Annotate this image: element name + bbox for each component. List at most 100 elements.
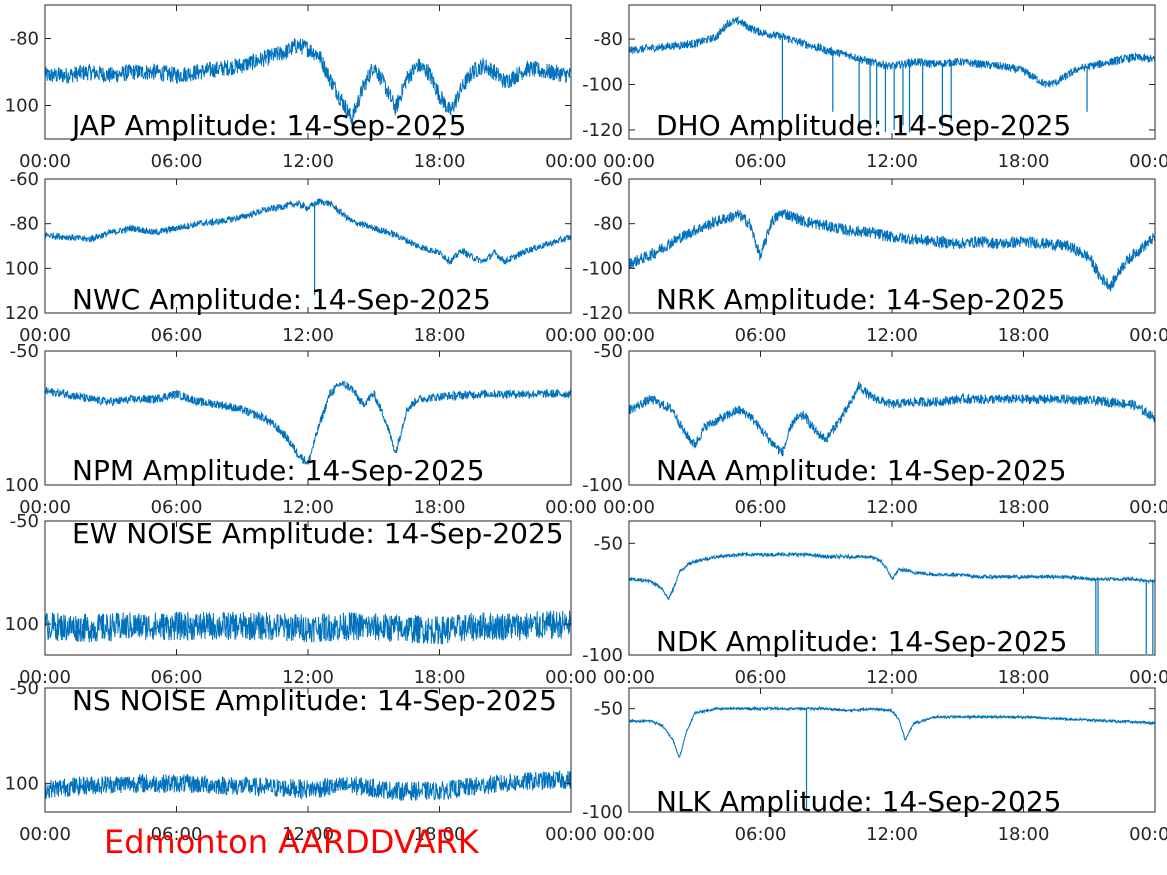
- x-tick-label: 00:00: [19, 325, 71, 346]
- panel-title: NS NOISE Amplitude: 14-Sep-2025: [72, 684, 557, 717]
- panel-title: NAA Amplitude: 14-Sep-2025: [656, 454, 1067, 487]
- x-tick-label: 00:00: [1129, 824, 1167, 845]
- trace-line: [628, 705, 1156, 758]
- panel-6: -50 100 00:00 06:00 12:00 18:00 00:00 EW NOISE …: [5, 511, 597, 688]
- x-tick-label: 06:00: [735, 325, 787, 346]
- x-tick-label: 00:00: [603, 151, 655, 172]
- trace-line: [44, 381, 572, 466]
- panel-title: NRK Amplitude: 14-Sep-2025: [656, 283, 1065, 316]
- y-tick-label: 100: [5, 475, 39, 496]
- x-tick-label: 00:00: [1129, 325, 1167, 346]
- y-tick-label: -100: [582, 74, 623, 95]
- y-tick-label: -50: [594, 533, 623, 554]
- x-tick-label: 06:00: [151, 151, 203, 172]
- y-tick-label: -100: [582, 802, 623, 823]
- trace-line: [628, 209, 1156, 292]
- x-tick-label: 06:00: [151, 325, 203, 346]
- x-tick-label: 12:00: [866, 667, 918, 688]
- x-tick-label: 00:00: [19, 824, 71, 845]
- x-tick-label: 00:00: [1129, 151, 1167, 172]
- x-tick-label: 00:00: [19, 497, 71, 518]
- trace-line: [44, 37, 572, 126]
- x-tick-label: 06:00: [735, 151, 787, 172]
- trace-line: [44, 770, 572, 802]
- y-tick-label: -50: [594, 699, 623, 720]
- x-tick-label: 06:00: [735, 824, 787, 845]
- x-tick-label: 06:00: [151, 667, 203, 688]
- x-tick-label: 00:00: [603, 824, 655, 845]
- x-tick-label: 18:00: [998, 667, 1050, 688]
- panel-0: -80 100 00:00 06:00 12:00 18:00 00:00 JAP Ampli…: [5, 4, 597, 172]
- x-tick-label: 12:00: [282, 667, 334, 688]
- x-tick-label: 00:00: [19, 667, 71, 688]
- y-tick-label: -100: [582, 645, 623, 666]
- trace-line: [628, 550, 1156, 601]
- x-tick-label: 06:00: [735, 667, 787, 688]
- y-tick-label: -50: [10, 678, 39, 699]
- x-tick-label: 18:00: [414, 824, 466, 845]
- x-tick-label: 00:00: [1129, 667, 1167, 688]
- x-tick-label: 18:00: [414, 325, 466, 346]
- y-tick-label: 120: [5, 303, 39, 324]
- y-tick-label: -80: [594, 29, 623, 50]
- x-tick-label: 00:00: [545, 824, 597, 845]
- x-tick-label: 00:00: [19, 151, 71, 172]
- station-label: Edmonton AARDDVARK: [104, 823, 480, 861]
- panel-3: -60-80-100-12000:0006:0012:0018:0000:00N…: [582, 169, 1167, 346]
- panel-title: NPM Amplitude: 14-Sep-2025: [72, 454, 485, 487]
- y-tick-label: -60: [594, 169, 623, 190]
- panel-title: DHO Amplitude: 14-Sep-2025: [656, 109, 1071, 142]
- x-tick-label: 18:00: [414, 667, 466, 688]
- y-tick-label: -80: [594, 214, 623, 235]
- y-tick-label: 100: [5, 258, 39, 279]
- x-tick-label: 18:00: [414, 151, 466, 172]
- x-tick-label: 00:00: [603, 667, 655, 688]
- panel-title: NDK Amplitude: 14-Sep-2025: [656, 625, 1067, 658]
- y-tick-label: -50: [10, 341, 39, 362]
- x-tick-label: 00:00: [545, 325, 597, 346]
- x-tick-label: 06:00: [151, 824, 203, 845]
- x-tick-label: 12:00: [866, 325, 918, 346]
- panel-title: JAP Amplitude: 14-Sep-2025: [70, 109, 466, 142]
- y-tick-label: -80: [10, 214, 39, 235]
- y-tick-label: -80: [10, 29, 39, 50]
- panel-1: -80-100-12000:0006:0012:0018:0000:00DHO …: [582, 4, 1167, 172]
- y-tick-label: -50: [10, 511, 39, 532]
- x-tick-label: 12:00: [866, 497, 918, 518]
- x-tick-label: 00:00: [603, 497, 655, 518]
- x-tick-label: 00:00: [1129, 497, 1167, 518]
- panel-title: EW NOISE Amplitude: 14-Sep-2025: [72, 517, 564, 550]
- y-tick-label: -100: [582, 258, 623, 279]
- x-tick-label: 18:00: [998, 497, 1050, 518]
- x-tick-label: 12:00: [282, 151, 334, 172]
- y-tick-label: 100: [5, 96, 39, 117]
- x-tick-label: 00:00: [603, 325, 655, 346]
- trace-line: [628, 15, 1156, 88]
- x-tick-label: 18:00: [998, 325, 1050, 346]
- x-tick-label: 18:00: [414, 497, 466, 518]
- x-tick-label: 12:00: [282, 325, 334, 346]
- x-tick-label: 00:00: [545, 151, 597, 172]
- x-tick-label: 00:00: [545, 497, 597, 518]
- x-tick-label: 12:00: [282, 824, 334, 845]
- panel-title: NLK Amplitude: 14-Sep-2025: [656, 785, 1062, 818]
- y-tick-label: -50: [594, 341, 623, 362]
- x-tick-label: 06:00: [151, 497, 203, 518]
- panel-title: NWC Amplitude: 14-Sep-2025: [72, 283, 491, 316]
- y-tick-label: 100: [5, 614, 39, 635]
- x-tick-label: 18:00: [998, 151, 1050, 172]
- panel-8: -50 100 00:00 06:00 12:00 18:00 00:00 NS NOISE …: [5, 678, 597, 845]
- y-tick-label: 100: [5, 773, 39, 794]
- y-tick-label: -120: [582, 303, 623, 324]
- x-tick-label: 18:00: [998, 824, 1050, 845]
- trace-line: [44, 198, 572, 265]
- trace-line: [44, 610, 572, 645]
- x-tick-label: 12:00: [866, 151, 918, 172]
- y-tick-label: -100: [582, 475, 623, 496]
- y-tick-label: -120: [582, 120, 623, 141]
